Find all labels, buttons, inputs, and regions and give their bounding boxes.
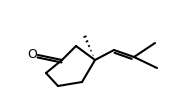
Text: O: O: [27, 48, 37, 61]
